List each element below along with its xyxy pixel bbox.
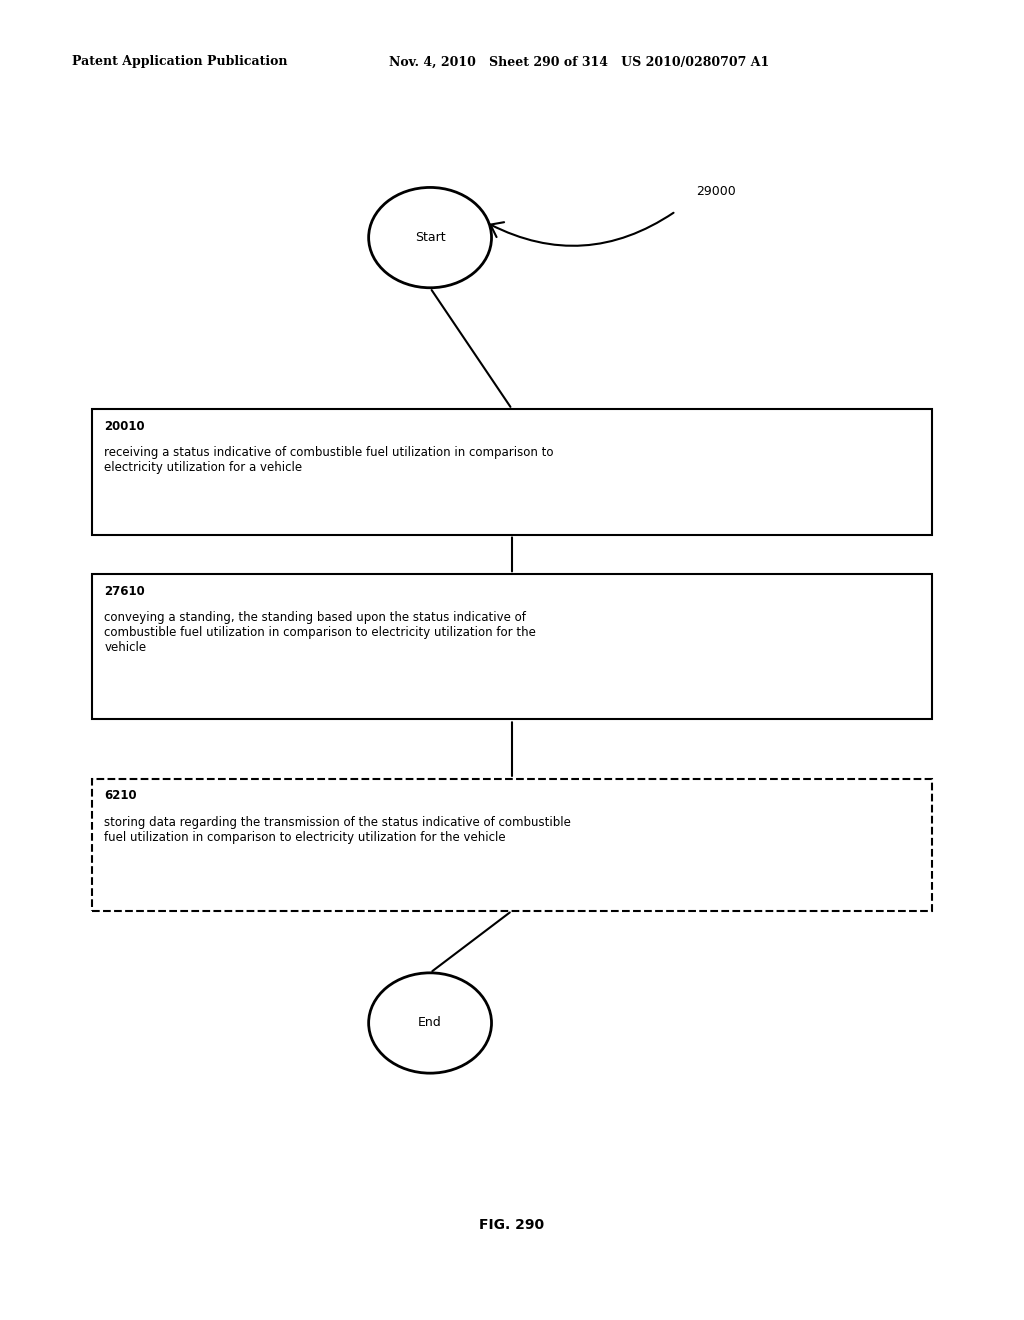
Text: storing data regarding the transmission of the status indicative of combustible
: storing data regarding the transmission … bbox=[104, 816, 571, 843]
FancyBboxPatch shape bbox=[92, 409, 932, 535]
Text: conveying a standing, the standing based upon the status indicative of
combustib: conveying a standing, the standing based… bbox=[104, 611, 537, 655]
FancyArrowPatch shape bbox=[490, 213, 674, 246]
Text: 27610: 27610 bbox=[104, 585, 145, 598]
FancyBboxPatch shape bbox=[92, 574, 932, 719]
Text: 6210: 6210 bbox=[104, 789, 137, 803]
Text: 20010: 20010 bbox=[104, 420, 145, 433]
Text: FIG. 290: FIG. 290 bbox=[479, 1218, 545, 1232]
Text: End: End bbox=[418, 1016, 442, 1030]
Text: 29000: 29000 bbox=[696, 185, 736, 198]
FancyBboxPatch shape bbox=[92, 779, 932, 911]
Text: receiving a status indicative of combustible fuel utilization in comparison to
e: receiving a status indicative of combust… bbox=[104, 446, 554, 474]
Text: Start: Start bbox=[415, 231, 445, 244]
Text: Nov. 4, 2010   Sheet 290 of 314   US 2010/0280707 A1: Nov. 4, 2010 Sheet 290 of 314 US 2010/02… bbox=[389, 55, 769, 69]
Text: Patent Application Publication: Patent Application Publication bbox=[72, 55, 287, 69]
Ellipse shape bbox=[369, 187, 492, 288]
Ellipse shape bbox=[369, 973, 492, 1073]
